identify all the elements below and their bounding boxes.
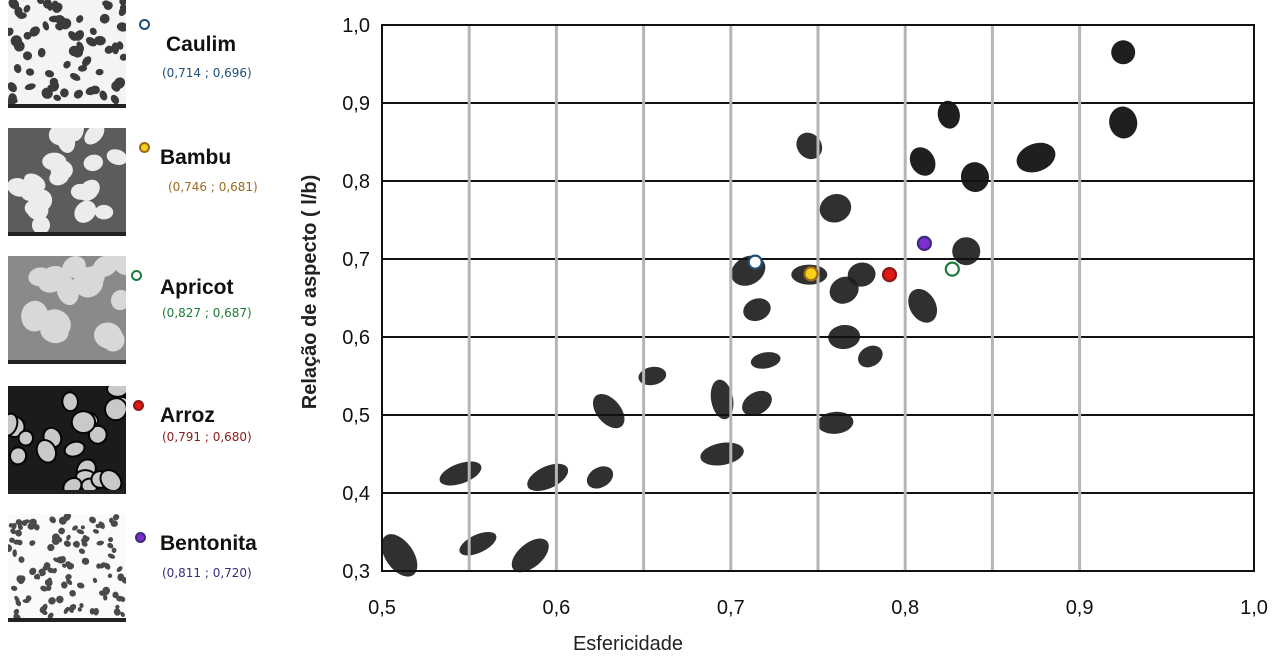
legend-name-caulim: Caulim — [166, 33, 237, 56]
legend-coords-apricot: (0,827 ; 0,687) — [162, 306, 252, 320]
data-point-bambu — [803, 266, 819, 282]
x-axis-label: Esfericidade — [573, 633, 683, 655]
particle-shape — [459, 531, 497, 556]
particle-shape — [937, 100, 960, 129]
data-point-caulim — [747, 254, 763, 270]
particle-shape — [819, 194, 852, 223]
texture-image-caulim — [8, 0, 126, 108]
y-tick-label: 0,3 — [342, 561, 370, 583]
particle-shape — [908, 288, 938, 323]
legend-item-apricot: Apricot (0,827 ; 0,687) — [0, 256, 290, 374]
legend-marker-bentonita — [135, 532, 146, 543]
legend-coords-bambu: (0,746 ; 0,681) — [168, 180, 258, 194]
particle-shape — [439, 461, 482, 486]
data-point-bentonita — [916, 235, 932, 251]
y-tick-label: 0,7 — [342, 249, 370, 271]
x-tick-label: 1,0 — [1240, 597, 1268, 619]
texture-image-bambu — [8, 128, 126, 236]
data-point-arroz — [881, 267, 898, 283]
x-tick-label: 0,6 — [542, 597, 570, 619]
particle-shape — [700, 442, 744, 466]
legend-name-bambu: Bambu — [160, 146, 232, 169]
tick-labels: 0,5 0,6 0,7 0,8 0,9 1,0 0,3 0,4 0,5 0,6 0,7 0,8 0,9 1… — [342, 15, 1268, 619]
legend-marker-caulim — [139, 19, 150, 30]
particle-shape — [858, 345, 883, 368]
chart-axes — [381, 24, 1255, 572]
particle-shape — [1111, 40, 1136, 65]
particle-shape — [742, 390, 772, 416]
particle-shape — [796, 132, 823, 160]
particle-shape — [731, 255, 766, 286]
particle-shape — [1016, 142, 1056, 173]
x-tick-label: 0,5 — [368, 597, 396, 619]
particle-shape — [592, 393, 625, 429]
particle-shape — [847, 262, 876, 287]
legend-coords-bentonita: (0,811 ; 0,720) — [162, 566, 252, 580]
chart-grid — [382, 25, 1254, 571]
legend-marker-apricot — [131, 270, 142, 281]
particle-shape — [527, 463, 569, 492]
legend-coords-caulim: (0,714 ; 0,696) — [162, 66, 252, 80]
y-tick-label: 0,5 — [342, 405, 370, 427]
particle-shape-background — [381, 40, 1138, 577]
x-tick-label: 0,8 — [891, 597, 919, 619]
particle-shape — [960, 162, 989, 193]
y-tick-label: 1,0 — [342, 15, 370, 37]
data-points — [747, 235, 960, 283]
particle-shape — [909, 147, 936, 176]
plot-frame — [381, 24, 1255, 572]
texture-image-bentonita — [8, 514, 126, 622]
legend-marker-arroz — [133, 400, 144, 411]
legend-name-bentonita: Bentonita — [160, 532, 257, 555]
particle-shape — [511, 538, 549, 573]
scatter-chart: 0,5 0,6 0,7 0,8 0,9 1,0 0,3 0,4 0,5 0,6 0,7 0,8 0,9 1… — [299, 15, 1268, 655]
y-tick-label: 0,4 — [342, 483, 370, 505]
x-tick-label: 0,7 — [717, 597, 745, 619]
legend-marker-bambu — [139, 142, 150, 153]
y-tick-label: 0,6 — [342, 327, 370, 349]
material-legend: Caulim (0,714 ; 0,696) Bambu (0,746 ; 0,681… — [0, 0, 290, 659]
legend-item-bambu: Bambu (0,746 ; 0,681) — [0, 128, 290, 246]
legend-item-arroz: Arroz (0,791 ; 0,680) — [0, 386, 290, 504]
y-axis-label: Relação de aspecto ( l/b) — [299, 175, 321, 410]
particle-shape — [586, 466, 614, 489]
particle-shape — [1109, 106, 1138, 139]
texture-image-apricot — [8, 256, 126, 364]
x-tick-label: 0,9 — [1066, 597, 1094, 619]
texture-image-arroz — [8, 386, 126, 494]
data-point-apricot — [944, 261, 960, 277]
legend-coords-arroz: (0,791 ; 0,680) — [162, 430, 252, 444]
particle-shape — [710, 379, 734, 420]
particle-shape — [638, 366, 667, 386]
legend-item-bentonita: Bentonita (0,811 ; 0,720) — [0, 514, 290, 632]
legend-item-caulim: Caulim (0,714 ; 0,696) — [0, 0, 290, 118]
particle-shape — [381, 534, 418, 577]
legend-name-arroz: Arroz — [160, 404, 215, 427]
particle-shape — [817, 411, 854, 434]
y-tick-label: 0,8 — [342, 171, 370, 193]
legend-name-apricot: Apricot — [160, 276, 234, 299]
y-tick-label: 0,9 — [342, 93, 370, 115]
particle-shape — [743, 298, 771, 322]
particle-shape — [750, 352, 781, 369]
particle-shape — [829, 276, 859, 304]
